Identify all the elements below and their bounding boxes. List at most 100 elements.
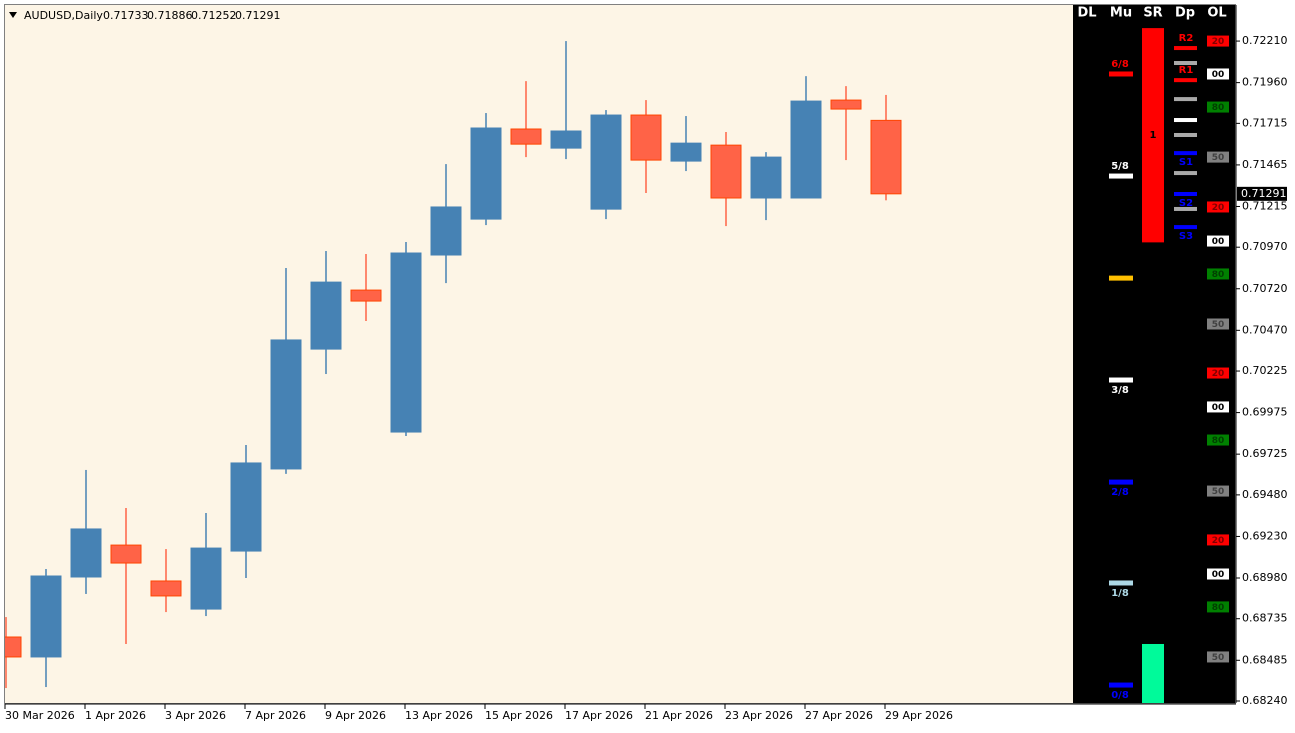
- panel-header: DL: [1077, 6, 1096, 21]
- x-tick-label: 3 Apr 2026: [165, 709, 226, 722]
- ol-box: [1207, 151, 1229, 163]
- ol-label: 20: [1212, 536, 1225, 546]
- murray-label: 2/8: [1111, 487, 1129, 498]
- murray-level: [1109, 479, 1133, 485]
- ol-box: [1207, 485, 1229, 497]
- x-tick-label: 9 Apr 2026: [325, 709, 386, 722]
- ol-box: [1207, 534, 1229, 546]
- murray-level: [1109, 682, 1133, 688]
- murray-label: 1/8: [1111, 588, 1129, 599]
- pivot-level: [1174, 206, 1197, 211]
- murray-label: 0/8: [1111, 690, 1129, 701]
- plot-layer: [5, 41, 902, 689]
- y-tick-label: 0.70720: [1242, 282, 1288, 295]
- pivot-level: [1174, 132, 1197, 137]
- x-tick-label: 29 Apr 2026: [885, 709, 953, 722]
- murray-label: 3/8: [1111, 385, 1129, 396]
- panel-header: Dp: [1175, 6, 1195, 21]
- pivot-label: S2: [1179, 198, 1193, 209]
- candle-body: [230, 462, 262, 552]
- y-tick-label: 0.71215: [1242, 199, 1288, 212]
- candle-body: [510, 128, 542, 145]
- candle-body: [670, 142, 702, 162]
- candle-body: [750, 156, 782, 199]
- x-tick-label: 23 Apr 2026: [725, 709, 793, 722]
- x-tick-label: 15 Apr 2026: [485, 709, 553, 722]
- ol-label: 80: [1212, 436, 1225, 446]
- candle-body: [5, 636, 22, 658]
- panel-header: Mu: [1110, 6, 1132, 21]
- y-tick-label: 0.71715: [1242, 116, 1288, 129]
- header-open: 0.71733: [103, 9, 149, 22]
- pivot-level: [1174, 171, 1197, 176]
- candle-body: [30, 575, 62, 658]
- murray-level: [1109, 173, 1133, 179]
- x-tick-label: 13 Apr 2026: [405, 709, 473, 722]
- ol-label: 80: [1212, 270, 1225, 280]
- candle-body: [350, 289, 382, 302]
- y-tick-label: 0.71465: [1242, 158, 1288, 171]
- y-tick-label: 0.69230: [1242, 529, 1288, 542]
- candle-body: [110, 544, 142, 564]
- sr-zone-label: 1: [1150, 130, 1157, 141]
- candle-body: [430, 206, 462, 256]
- plot-area: [4, 4, 1236, 704]
- ol-box: [1207, 367, 1229, 379]
- pivot-label: S1: [1179, 157, 1193, 168]
- y-tick-label: 0.70470: [1242, 323, 1288, 336]
- pivot-level: [1174, 97, 1197, 102]
- panel-header: SR: [1143, 6, 1162, 21]
- y-tick-label: 0.70225: [1242, 364, 1288, 377]
- candle-body: [390, 252, 422, 433]
- ol-label: 50: [1212, 487, 1225, 497]
- pivot-level: [1174, 118, 1197, 123]
- pivot-level: [1174, 46, 1197, 51]
- header-low: 0.71252: [191, 9, 237, 22]
- candle-body: [150, 580, 182, 597]
- pivot-level: [1174, 225, 1197, 230]
- ol-label: 80: [1212, 603, 1225, 613]
- ol-box: [1207, 235, 1229, 247]
- ol-box: [1207, 101, 1229, 113]
- x-tick-label: 27 Apr 2026: [805, 709, 873, 722]
- candle-body: [790, 100, 822, 199]
- collapse-icon[interactable]: [9, 12, 17, 18]
- murray-label: 5/8: [1111, 161, 1129, 172]
- ol-label: 20: [1212, 203, 1225, 213]
- candle-body: [470, 127, 502, 220]
- y-tick-label: 0.69975: [1242, 406, 1288, 419]
- pivot-label: S3: [1179, 231, 1193, 242]
- candle-body: [310, 281, 342, 350]
- candle-body: [710, 144, 742, 199]
- sr-zone: [1142, 28, 1164, 243]
- ol-label: 80: [1212, 103, 1225, 113]
- pivot-level: [1174, 61, 1197, 66]
- murray-level: [1109, 275, 1133, 281]
- header-close: 0.71291: [235, 9, 281, 22]
- ol-box: [1207, 268, 1229, 280]
- x-tick-label: 30 Mar 2026: [5, 709, 75, 722]
- ol-box: [1207, 35, 1229, 47]
- ol-label: 00: [1212, 570, 1225, 580]
- x-tick-label: 17 Apr 2026: [565, 709, 633, 722]
- current-price-label: 0.71291: [1241, 187, 1287, 200]
- murray-level: [1109, 580, 1133, 586]
- candle-body: [830, 99, 862, 110]
- chart-title: AUDUSD,Daily: [24, 9, 103, 22]
- candle-body: [190, 547, 222, 610]
- pivot-label: R1: [1179, 65, 1194, 76]
- y-tick-label: 0.68735: [1242, 612, 1288, 625]
- ol-label: 20: [1212, 37, 1225, 47]
- current-price-box: [1237, 186, 1287, 201]
- ol-box: [1207, 68, 1229, 80]
- panel-header: OL: [1207, 6, 1226, 21]
- candle-body: [550, 130, 582, 149]
- ol-label: 00: [1212, 237, 1225, 247]
- x-tick-label: 1 Apr 2026: [85, 709, 146, 722]
- candle-body: [270, 339, 302, 470]
- y-tick-label: 0.71960: [1242, 76, 1288, 89]
- ol-label: 00: [1212, 70, 1225, 80]
- ol-box: [1207, 651, 1229, 663]
- ol-label: 50: [1212, 320, 1225, 330]
